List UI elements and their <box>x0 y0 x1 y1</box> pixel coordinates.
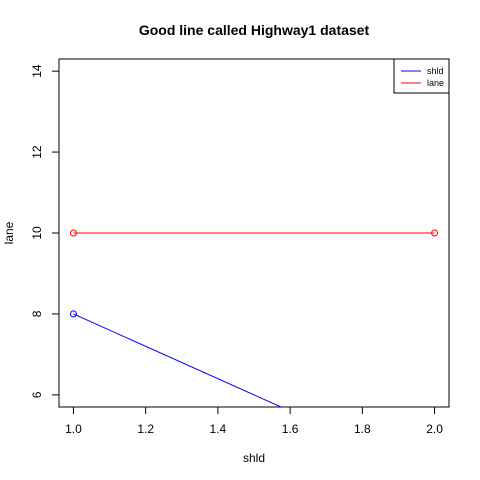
legend-box <box>393 58 450 94</box>
y-axis: 6 8 10 12 14 <box>30 64 59 398</box>
x-tick-label: 1.2 <box>137 422 154 436</box>
data-point-lane <box>69 229 77 237</box>
x-tick-label: 1.8 <box>354 422 371 436</box>
data-point-shld <box>69 310 77 318</box>
y-tick-label: 14 <box>30 64 44 78</box>
x-axis-label: shld <box>243 451 265 465</box>
chart-title: Good line called Highway1 dataset <box>139 22 370 38</box>
series-line-shld <box>73 313 283 407</box>
x-axis: 1.0 1.2 1.4 1.6 1.8 2.0 <box>65 407 443 436</box>
x-tick-label: 1.6 <box>282 422 299 436</box>
y-tick-label: 6 <box>30 391 44 398</box>
data-point-shld <box>432 473 438 479</box>
series-layer <box>69 229 439 479</box>
data-point-lane <box>431 229 439 237</box>
x-tick-label: 1.4 <box>210 422 227 436</box>
y-tick-label: 12 <box>30 145 44 159</box>
x-tick-label: 1.0 <box>65 422 82 436</box>
x-tick-label: 2.0 <box>426 422 443 436</box>
legend-label-shld: shld <box>427 66 444 76</box>
legend-label-lane: lane <box>427 78 444 88</box>
y-tick-label: 10 <box>30 226 44 240</box>
y-axis-label: lane <box>2 221 16 244</box>
y-tick-label: 8 <box>30 310 44 317</box>
legend: shld lane <box>393 58 450 94</box>
